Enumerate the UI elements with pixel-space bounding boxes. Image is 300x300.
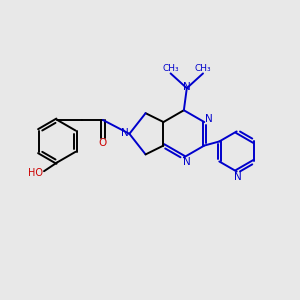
Text: N: N	[183, 82, 191, 92]
Text: CH₃: CH₃	[195, 64, 211, 73]
Text: N: N	[121, 128, 128, 138]
Text: N: N	[206, 114, 213, 124]
Text: HO: HO	[28, 168, 43, 178]
Text: O: O	[99, 138, 107, 148]
Text: CH₃: CH₃	[162, 64, 179, 73]
Text: N: N	[234, 172, 242, 182]
Text: N: N	[183, 158, 191, 167]
